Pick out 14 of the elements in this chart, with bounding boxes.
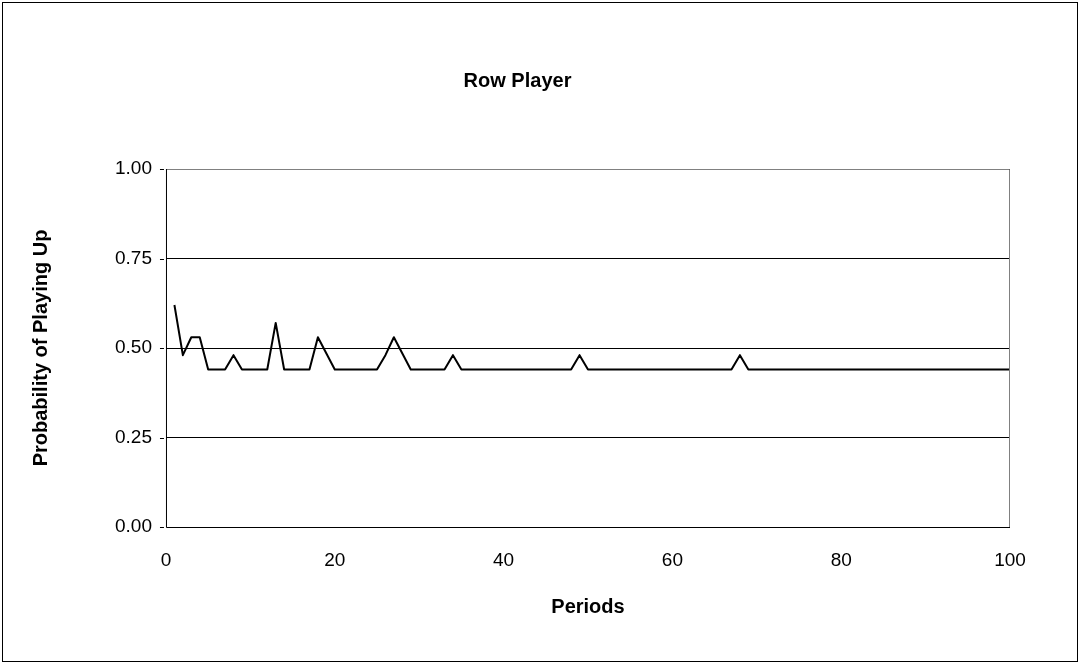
x-tick-label: 0 [160,548,172,570]
y-tick-label: 1.00 [115,157,152,179]
y-tick-label: 0.50 [115,336,152,358]
y-tick-label: 0.00 [115,515,152,537]
x-tick-label: 80 [830,548,852,570]
y-tick-label: 0.25 [115,425,152,447]
y-tick-label: 0.75 [115,246,152,268]
y-axis-title: Probability of Playing Up [28,229,51,467]
x-tick-label: 100 [994,548,1026,570]
x-axis-title: Periods [551,594,625,617]
x-tick-label: 60 [661,548,683,570]
chart-title: Row Player [463,68,572,91]
x-tick-label: 40 [493,548,515,570]
x-tick-label: 20 [324,548,346,570]
